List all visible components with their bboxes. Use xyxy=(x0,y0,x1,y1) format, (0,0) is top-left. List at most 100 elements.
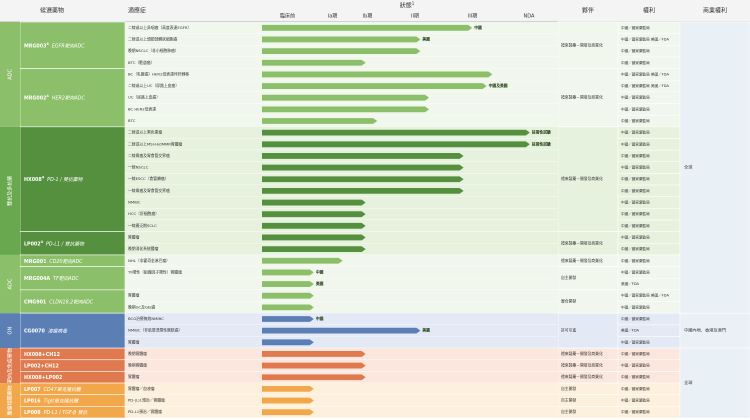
product-target: CLDN18.2靶向ADC xyxy=(49,298,94,305)
product-target: Tigit單克隆抗體 xyxy=(44,397,80,404)
indication-text: 實體瘤 xyxy=(128,234,140,239)
product-name-text: MRG002 xyxy=(24,95,46,101)
row-bg xyxy=(125,406,558,418)
product-name: LP0024 PD-L1 / 雙抗藥物 xyxy=(24,240,85,247)
category-label: ADC xyxy=(8,69,14,80)
rights-text: 中國／國家藥監局 xyxy=(621,234,650,239)
progress-bar xyxy=(262,409,314,416)
indication-text: BCG治療無效NMIBC xyxy=(128,316,164,321)
rights-text: 中國／國家藥監局 xyxy=(621,398,650,403)
indication-text: 晚期消化系統腫瘤 xyxy=(128,246,159,251)
header-phase: NDA xyxy=(524,14,536,20)
indication-text: 一線胃癌及胃食管交界癌 xyxy=(128,188,170,193)
partner-text: 禮來製藥－開發及商業化 xyxy=(561,351,603,356)
row-bg xyxy=(125,336,558,349)
row-bg xyxy=(125,289,558,302)
header-partner: 夥伴 xyxy=(582,7,594,15)
header-commercial: 商業權利 xyxy=(703,7,727,15)
rights-text: 中國／國家藥監局 xyxy=(621,316,650,321)
indication-text: BC（乳腺癌）HER2低表達伴肝轉移 xyxy=(128,71,189,76)
progress-bar xyxy=(262,129,530,136)
product-sup: 4 xyxy=(41,240,44,244)
category-band xyxy=(0,126,20,255)
partner-text: 自主開發 xyxy=(561,275,576,280)
product-name: HX008+LP002 xyxy=(24,375,62,381)
product-name-text: HX008+CH12 xyxy=(24,351,60,357)
product-sup: 4 xyxy=(46,94,49,98)
row-bg xyxy=(125,313,558,325)
product-target: EGFR靶向ADC xyxy=(52,42,85,49)
status-label: 中國及美國 xyxy=(489,83,508,88)
category-band xyxy=(0,22,20,127)
progress-bar xyxy=(262,94,430,101)
header-phase: Ia期 xyxy=(328,14,338,20)
product-name-text: LP002+CH12 xyxy=(24,363,59,369)
progress-bar xyxy=(262,106,430,113)
indication-text: 晚期NSCLC（非小細胞肺癌） xyxy=(128,48,179,53)
header-rights: 權利 xyxy=(643,7,655,15)
indication-text: BTC（膽道癌） xyxy=(128,60,154,65)
rights-text: 中國／國家藥監局 xyxy=(621,130,650,135)
indication-text: 二線或以上UC（尿路上皮癌） xyxy=(128,83,179,88)
product-name-text: HX008 xyxy=(24,177,42,183)
indication-text: 一線廣泛期SCLC xyxy=(128,223,157,228)
rights-text: 中國／國家藥監局 xyxy=(621,258,650,263)
progress-bar xyxy=(262,211,366,218)
header-phase: 臨床前 xyxy=(280,13,295,20)
rights-text: 中國／國家藥監局 xyxy=(621,106,650,111)
commercial-rights-text: 全球 xyxy=(684,164,693,170)
partner-text: 自主開發 xyxy=(561,386,576,391)
rights-text: 中國／國家藥監局 xyxy=(621,48,650,53)
product-name: CG0070 溶瘤病毒 xyxy=(24,327,68,334)
product-name: HX0084 PD-1 / 雙抗藥物 xyxy=(24,176,84,183)
commercial-cell xyxy=(679,21,750,314)
product-name-text: LP016 xyxy=(24,398,41,404)
header-status: 狀態1 xyxy=(400,1,415,10)
commercial-rights-text: 中國內地、香港及澳門 xyxy=(684,327,726,334)
rights-text: 中國／國家藥監局 美國／FDA xyxy=(621,71,669,76)
rights-text: 中國／國家藥監局 xyxy=(621,141,650,146)
rights-text: 中國／國家藥監局 xyxy=(621,386,650,391)
product-target: CD20靶向ADC xyxy=(49,257,83,264)
category-band xyxy=(0,383,20,418)
category-label: ADC xyxy=(8,278,14,289)
partner-text: 聯合開發 xyxy=(561,299,576,304)
product-name: LP007 CD47單克隆抗體 xyxy=(24,385,82,392)
indication-text: NHL（非霍奇金淋巴瘤） xyxy=(128,258,170,263)
progress-bar xyxy=(262,374,366,381)
status-label: 註冊性試驗 xyxy=(532,130,551,135)
product-name: MRG004A TF靶向ADC xyxy=(24,275,79,282)
indication-text: NMIBC xyxy=(128,200,141,205)
product-sup: 4 xyxy=(46,42,49,46)
indication-text: 晚期實體瘤 xyxy=(128,363,147,368)
indication-text: PD-(L)1預治／實體瘤 xyxy=(128,398,165,403)
status-label: 美國 xyxy=(315,281,324,286)
rights-text: 中國／國家藥監局 美國／FDA xyxy=(621,293,669,298)
progress-bar xyxy=(262,24,473,31)
product-name-text: CMG901 xyxy=(24,299,46,305)
rights-text: 中國／國家藥監局 xyxy=(621,153,650,158)
partner-text: 禮來製藥－開發及商業化 xyxy=(561,363,603,368)
indication-text: BTC xyxy=(128,118,136,123)
partner-text: 禮來製藥－開發及商業化 xyxy=(561,42,603,47)
progress-bar xyxy=(262,397,314,404)
rights-text: 美國／FDA xyxy=(621,281,640,286)
partner-text: 禮來製藥－開發及商業化 xyxy=(561,374,603,379)
indication-text: 實體瘤 xyxy=(128,374,140,379)
progress-bar xyxy=(262,269,314,276)
category-band xyxy=(0,348,20,384)
partner-text: 禮來製藥－開發及商業化 xyxy=(561,95,603,100)
product-target: CD47單克隆抗體 xyxy=(44,385,82,392)
status-label: 中國 xyxy=(316,269,324,274)
progress-bar xyxy=(262,385,314,392)
indication-text: UC（尿路上皮癌） xyxy=(128,95,160,100)
rights-text: 中國／國家藥監局 xyxy=(621,363,650,368)
indication-text: 晚期實體瘤 xyxy=(128,351,147,356)
status-label: 美國 xyxy=(421,328,430,333)
rights-text: 中國／國家藥監局 xyxy=(621,25,650,30)
partner-text: 自主開發 xyxy=(561,398,576,403)
progress-bar xyxy=(262,292,314,299)
progress-bar xyxy=(262,316,314,322)
progress-bar xyxy=(262,257,343,264)
